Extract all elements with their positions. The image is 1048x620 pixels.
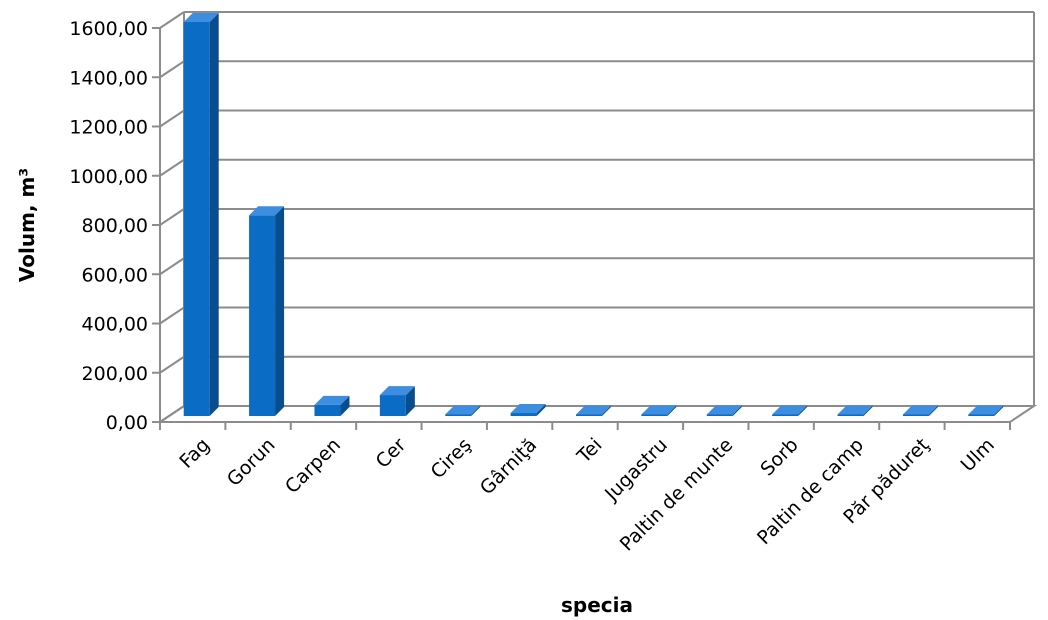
bar-side [471,405,481,416]
y-tick-label: 600,00 [82,264,148,286]
side-gridline [159,355,185,374]
bar-side [732,405,742,416]
x-tick-label: Tei [572,434,606,468]
side-gridline [159,306,185,325]
bar-top [314,395,350,405]
bar-top [772,405,808,415]
bar [249,206,285,416]
bar-top [445,405,481,415]
bar-side [536,404,546,416]
bar-side [405,386,415,416]
x-tick-label: Carpen [281,434,345,498]
bar-side [275,206,285,416]
bar-top [902,405,938,415]
x-tick-label: Gorun [223,434,280,491]
side-gridline [159,11,185,29]
side-gridline [159,208,185,226]
y-tick-label: 1400,00 [69,67,148,89]
bar-front [379,395,406,416]
bar-side [209,13,219,416]
bar [902,405,938,416]
bar [641,405,677,416]
bar-side [928,405,938,416]
bar-top [510,404,546,414]
bar [510,404,546,416]
bar-top [249,206,285,216]
side-gridline [159,405,185,423]
x-tick-label: Gârniţă [476,434,541,499]
bars [183,13,1004,416]
bar-side [667,405,677,416]
bar-top [641,405,677,415]
bar [837,405,873,416]
bar [445,405,481,416]
bar-side [863,405,873,416]
y-axis-ticks: 0,00 200,00 400,00 600,00 800,00 1000,00 1200,… [69,18,160,434]
bar-front [837,414,864,416]
bar-front [968,414,995,416]
y-tick-label: 800,00 [82,215,148,237]
chart-walls [156,12,1038,423]
bar-top [379,386,415,396]
x-tick-label: Cireş [427,434,476,483]
bar-front [576,414,602,416]
bar-top [968,405,1004,415]
bar-front [641,414,668,416]
bar-top [576,405,611,415]
y-tick-label: 0,00 [106,412,148,434]
bar [379,386,415,416]
bar-front [772,414,799,416]
x-tick-label: Ulm [957,434,999,476]
bar-front [510,413,537,416]
bar-front [249,215,276,416]
x-tick-label: Sorb [756,434,802,480]
y-tick-label: 1600,00 [69,18,148,40]
bar-front [314,404,341,416]
bar-front [445,414,472,416]
side-gridline [159,158,185,177]
bar-front [183,22,210,416]
x-tick-label: Paltin de munte [616,434,738,556]
bar [968,405,1004,416]
gridlines [159,11,1034,423]
side-gridline [159,257,185,276]
bar-side [602,405,611,416]
bar-side [798,405,808,416]
bar-front [706,414,733,416]
y-tick-label: 200,00 [82,363,148,385]
bar [183,13,219,416]
y-tick-label: 1200,00 [69,117,148,139]
y-axis-title: Volum, m³ [15,168,39,282]
x-axis-title: specia [561,593,633,617]
side-gridline [159,60,185,79]
y-tick-label: 1000,00 [69,166,148,188]
bar-top [183,13,219,22]
bar-top [837,405,873,415]
bar-side [994,405,1004,416]
bar [706,405,742,416]
bar-side [340,395,350,416]
bar-top [706,405,742,415]
side-gridline [159,109,185,128]
x-tick-label: Fag [175,434,214,473]
y-tick-label: 400,00 [82,314,148,336]
x-tick-label: Cer [372,434,411,473]
x-axis-labels: Fag Gorun Carpen Cer Cireş Gârniţă TeiJugastru… [159,422,1011,556]
bar-front [902,414,929,416]
bar [772,405,808,416]
bar [576,405,611,416]
bar [314,395,350,416]
